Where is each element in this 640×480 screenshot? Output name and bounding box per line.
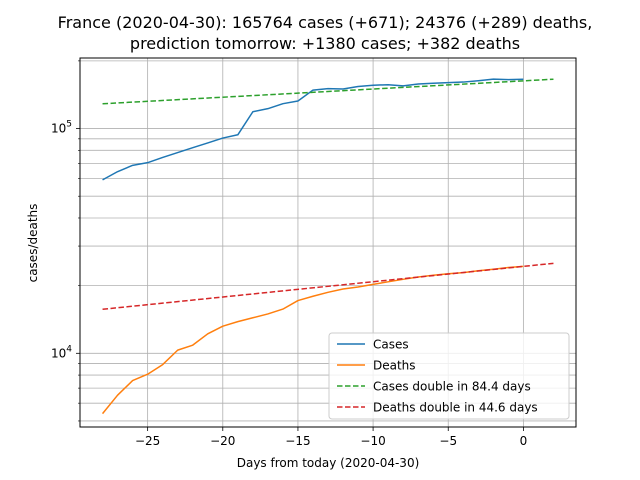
series-line-cases [102, 78, 524, 181]
x-tick-label: −15 [285, 434, 310, 448]
x-tick-label: −10 [360, 434, 385, 448]
axis-ticks: −25 −20 −15 −10 −5 0 104 105 [51, 60, 528, 448]
chart-title-line-2: prediction tomorrow: +1380 cases; +382 d… [130, 34, 520, 53]
legend-label: Cases [373, 338, 409, 352]
legend-box [328, 332, 570, 420]
x-tick-label: 0 [520, 434, 528, 448]
chart-title-line-1: France (2020-04-30): 165764 cases (+671)… [58, 13, 593, 32]
y-tick-label: 104 [51, 344, 72, 360]
x-tick-label: −25 [135, 434, 160, 448]
series-line-cases-double-in-84-4-days [102, 78, 554, 105]
y-axis-label: cases/deaths [26, 204, 40, 283]
legend-label: Deaths [373, 359, 416, 373]
legend-label: Deaths double in 44.6 days [373, 401, 538, 415]
legend-label: Cases double in 84.4 days [373, 380, 531, 394]
x-tick-label: −20 [210, 434, 235, 448]
x-axis-label: Days from today (2020-04-30) [237, 456, 420, 470]
plot-area-frame [79, 57, 577, 428]
x-tick-label: −5 [439, 434, 457, 448]
series-line-deaths-double-in-44-6-days [102, 262, 554, 311]
y-tick-label: 105 [51, 120, 72, 136]
series-lines [101, 78, 554, 415]
legend: Cases Deaths Cases double in 84.4 days Deat… [328, 332, 570, 420]
